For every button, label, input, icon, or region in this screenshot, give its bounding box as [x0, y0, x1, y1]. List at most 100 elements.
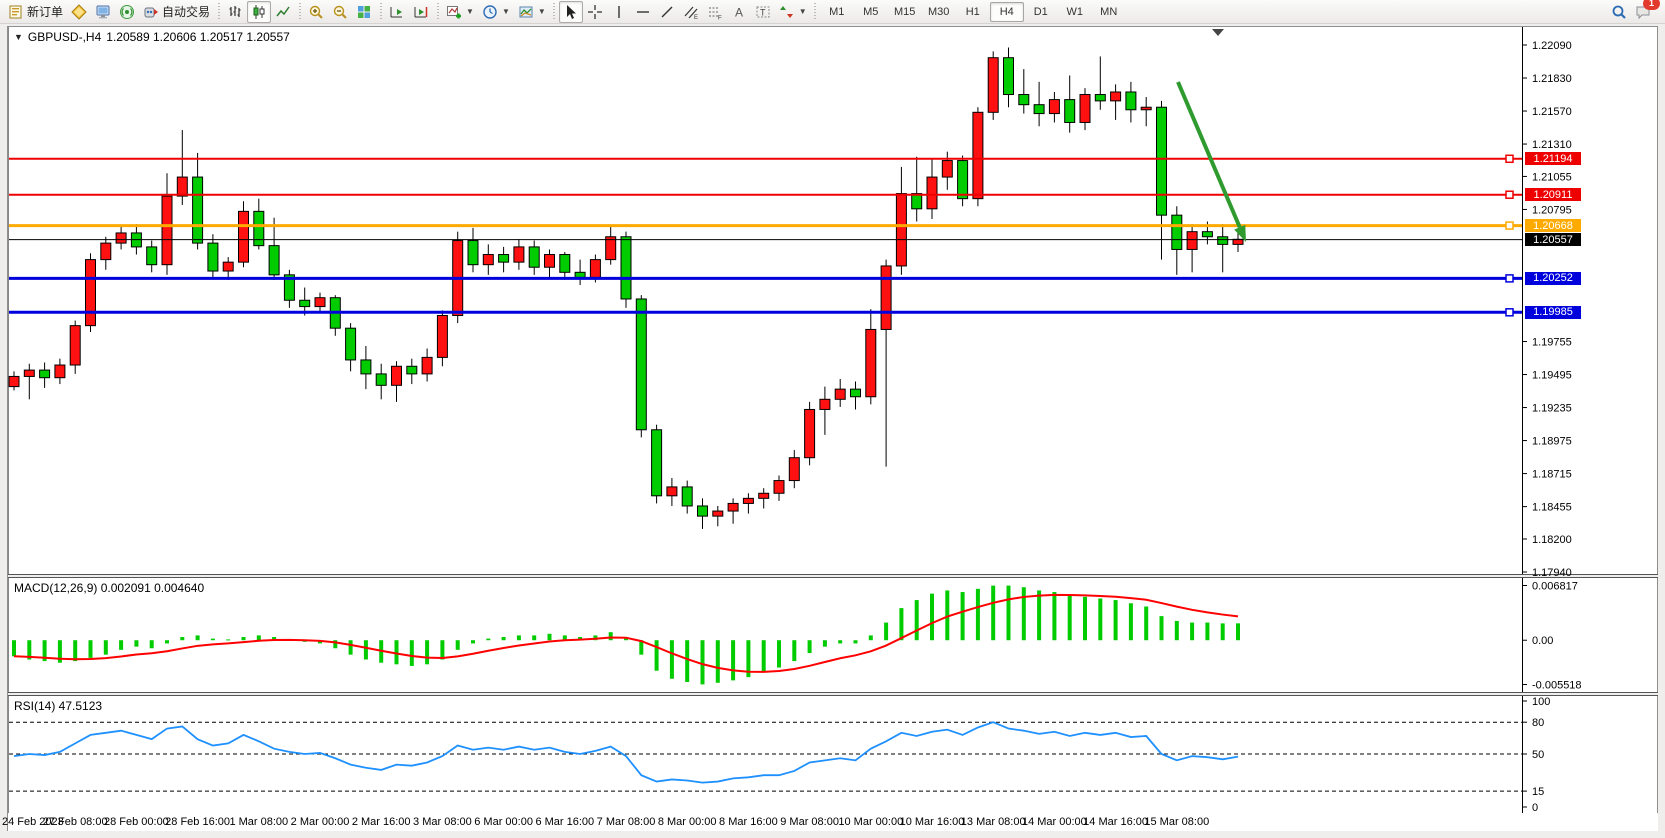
- line-chart-button[interactable]: [271, 1, 295, 23]
- timeframe-m15-button[interactable]: M15: [894, 5, 916, 18]
- autotrading-icon: [144, 7, 159, 17]
- timeframe-m30-button[interactable]: M30: [928, 5, 950, 18]
- price-tick-label: 1.22090: [1532, 40, 1572, 52]
- crosshair-tool-button[interactable]: [583, 1, 607, 23]
- candle-bull: [666, 486, 678, 497]
- candle-bull: [161, 195, 173, 266]
- timeframe-w1-button[interactable]: W1: [1066, 5, 1083, 18]
- search-button[interactable]: [1607, 1, 1631, 23]
- macd-histogram-bar: [746, 640, 751, 678]
- signals-button[interactable]: [115, 1, 139, 23]
- resistance-line-1[interactable]: [9, 154, 1522, 164]
- trendline-tool-button[interactable]: [655, 1, 679, 23]
- support-line-2-handle[interactable]: [1505, 308, 1514, 317]
- trend-arrow-annotation[interactable]: [1176, 81, 1246, 242]
- timeframe-h4-button[interactable]: H4: [989, 1, 1024, 22]
- candle-bear: [1064, 99, 1076, 123]
- macd-histogram-bar: [241, 637, 246, 641]
- macd-histogram-bar: [868, 635, 873, 641]
- macd-axis-label: 0.006817: [1532, 580, 1578, 592]
- symbol-dropdown-icon[interactable]: ▼: [14, 32, 23, 42]
- candle-bear: [1125, 91, 1137, 111]
- zoom-in-button[interactable]: [304, 1, 328, 23]
- candle-bull: [1079, 94, 1091, 123]
- support-line-1[interactable]: [9, 274, 1522, 283]
- chart-shift-icon: [414, 6, 428, 17]
- support-line-1-handle[interactable]: [1505, 274, 1514, 283]
- crosshair-icon: [587, 4, 602, 19]
- indicators-button[interactable]: ▼: [442, 1, 478, 23]
- indicators-icon: [447, 5, 462, 18]
- rsi-axis-label: 80: [1532, 717, 1544, 729]
- horizontal-line-tool-button[interactable]: [631, 1, 655, 23]
- candle-bull: [513, 246, 525, 263]
- autotrading-label: 自动交易: [162, 5, 211, 19]
- candle-bear: [1201, 231, 1213, 238]
- timeframe-m1-button[interactable]: M1: [829, 5, 845, 18]
- time-axis-label: 27 Feb 08:00: [42, 816, 108, 828]
- vertical-line-tool-button[interactable]: [607, 1, 631, 23]
- text-tool-button[interactable]: A: [727, 1, 751, 23]
- terminal-button[interactable]: [91, 1, 115, 23]
- time-axis-label: 2 Mar 00:00: [290, 816, 350, 828]
- rsi-axis-label: 50: [1532, 749, 1544, 761]
- autotrading-button[interactable]: 自动交易: [139, 1, 214, 23]
- pivot-line-handle[interactable]: [1505, 221, 1514, 230]
- candle-bull: [819, 398, 831, 410]
- chart-header[interactable]: ▼ GBPUSD-,H4 1.20589 1.20606 1.20517 1.2…: [14, 30, 290, 44]
- time-axis-label: 28 Feb 16:00: [165, 816, 231, 828]
- templates-button[interactable]: ▼: [514, 1, 550, 23]
- rsi-pane[interactable]: 100 80 50 15 0: [9, 696, 1550, 814]
- support-line-2[interactable]: [9, 308, 1522, 317]
- timeframe-m5-button[interactable]: M5: [863, 5, 879, 18]
- pivot-line[interactable]: [9, 221, 1522, 230]
- macd-histogram-bar: [1236, 623, 1240, 641]
- candle-bull: [85, 259, 96, 327]
- candle-bull: [742, 497, 754, 504]
- text-label-tool-button[interactable]: T: [751, 1, 775, 23]
- pane-splitter[interactable]: [8, 692, 1658, 696]
- candle-bear: [253, 210, 265, 247]
- price-tick-label: 1.18200: [1532, 534, 1572, 546]
- equidistant-channel-tool-button[interactable]: E: [679, 1, 703, 23]
- chart-shift-marker[interactable]: [1212, 29, 1224, 36]
- macd-pane[interactable]: 0.006817 0.00 -0.005518: [12, 580, 1582, 692]
- timeframe-mn-button[interactable]: MN: [1100, 5, 1118, 18]
- notifications-button[interactable]: 1: [1631, 0, 1660, 23]
- arrows-tool-button[interactable]: ▼: [775, 1, 811, 23]
- resistance-line-1-handle[interactable]: [1505, 154, 1514, 164]
- macd-histogram-bar: [807, 640, 812, 654]
- tile-windows-button[interactable]: [352, 1, 376, 23]
- time-axis[interactable]: [8, 813, 1658, 831]
- price-tick-label: 1.21830: [1532, 73, 1572, 85]
- arrow-shaft[interactable]: [1176, 81, 1242, 229]
- periods-button[interactable]: ▼: [478, 1, 514, 23]
- candlestick-chart-button[interactable]: [247, 0, 272, 23]
- metaeditor-icon: [71, 3, 87, 20]
- candlestick-series: [8, 47, 1244, 529]
- new-order-button[interactable]: 新订单: [4, 1, 67, 23]
- zoom-out-button[interactable]: [328, 1, 352, 23]
- chart-shift-button[interactable]: [409, 1, 433, 23]
- candle-bull: [1110, 91, 1122, 102]
- resistance-line-2-handle[interactable]: [1505, 190, 1514, 199]
- fibonacci-tool-button[interactable]: F: [703, 1, 727, 23]
- bar-chart-button[interactable]: [223, 1, 247, 23]
- macd-histogram-bar: [532, 635, 537, 641]
- price-axis[interactable]: 1.22090 1.21830 1.21570 1.21310 1.21055 1.207…: [1522, 40, 1572, 579]
- splitter-body[interactable]: [8, 574, 1658, 578]
- macd-histogram-bar: [134, 640, 139, 647]
- metaeditor-button[interactable]: [67, 1, 91, 23]
- timeframe-h1-button[interactable]: H1: [965, 5, 980, 18]
- timeframe-d1-button[interactable]: D1: [1033, 5, 1048, 18]
- splitter-body[interactable]: [8, 692, 1658, 696]
- fibonacci-icon: F: [708, 7, 722, 20]
- zoom-in-icon: [309, 5, 323, 19]
- cursor-tool-button[interactable]: [558, 0, 583, 23]
- resistance-line-2[interactable]: [9, 190, 1522, 199]
- auto-scroll-button[interactable]: [385, 1, 409, 23]
- candle-bull: [972, 111, 984, 200]
- pane-splitter[interactable]: [8, 574, 1658, 578]
- search-icon: [1612, 5, 1626, 19]
